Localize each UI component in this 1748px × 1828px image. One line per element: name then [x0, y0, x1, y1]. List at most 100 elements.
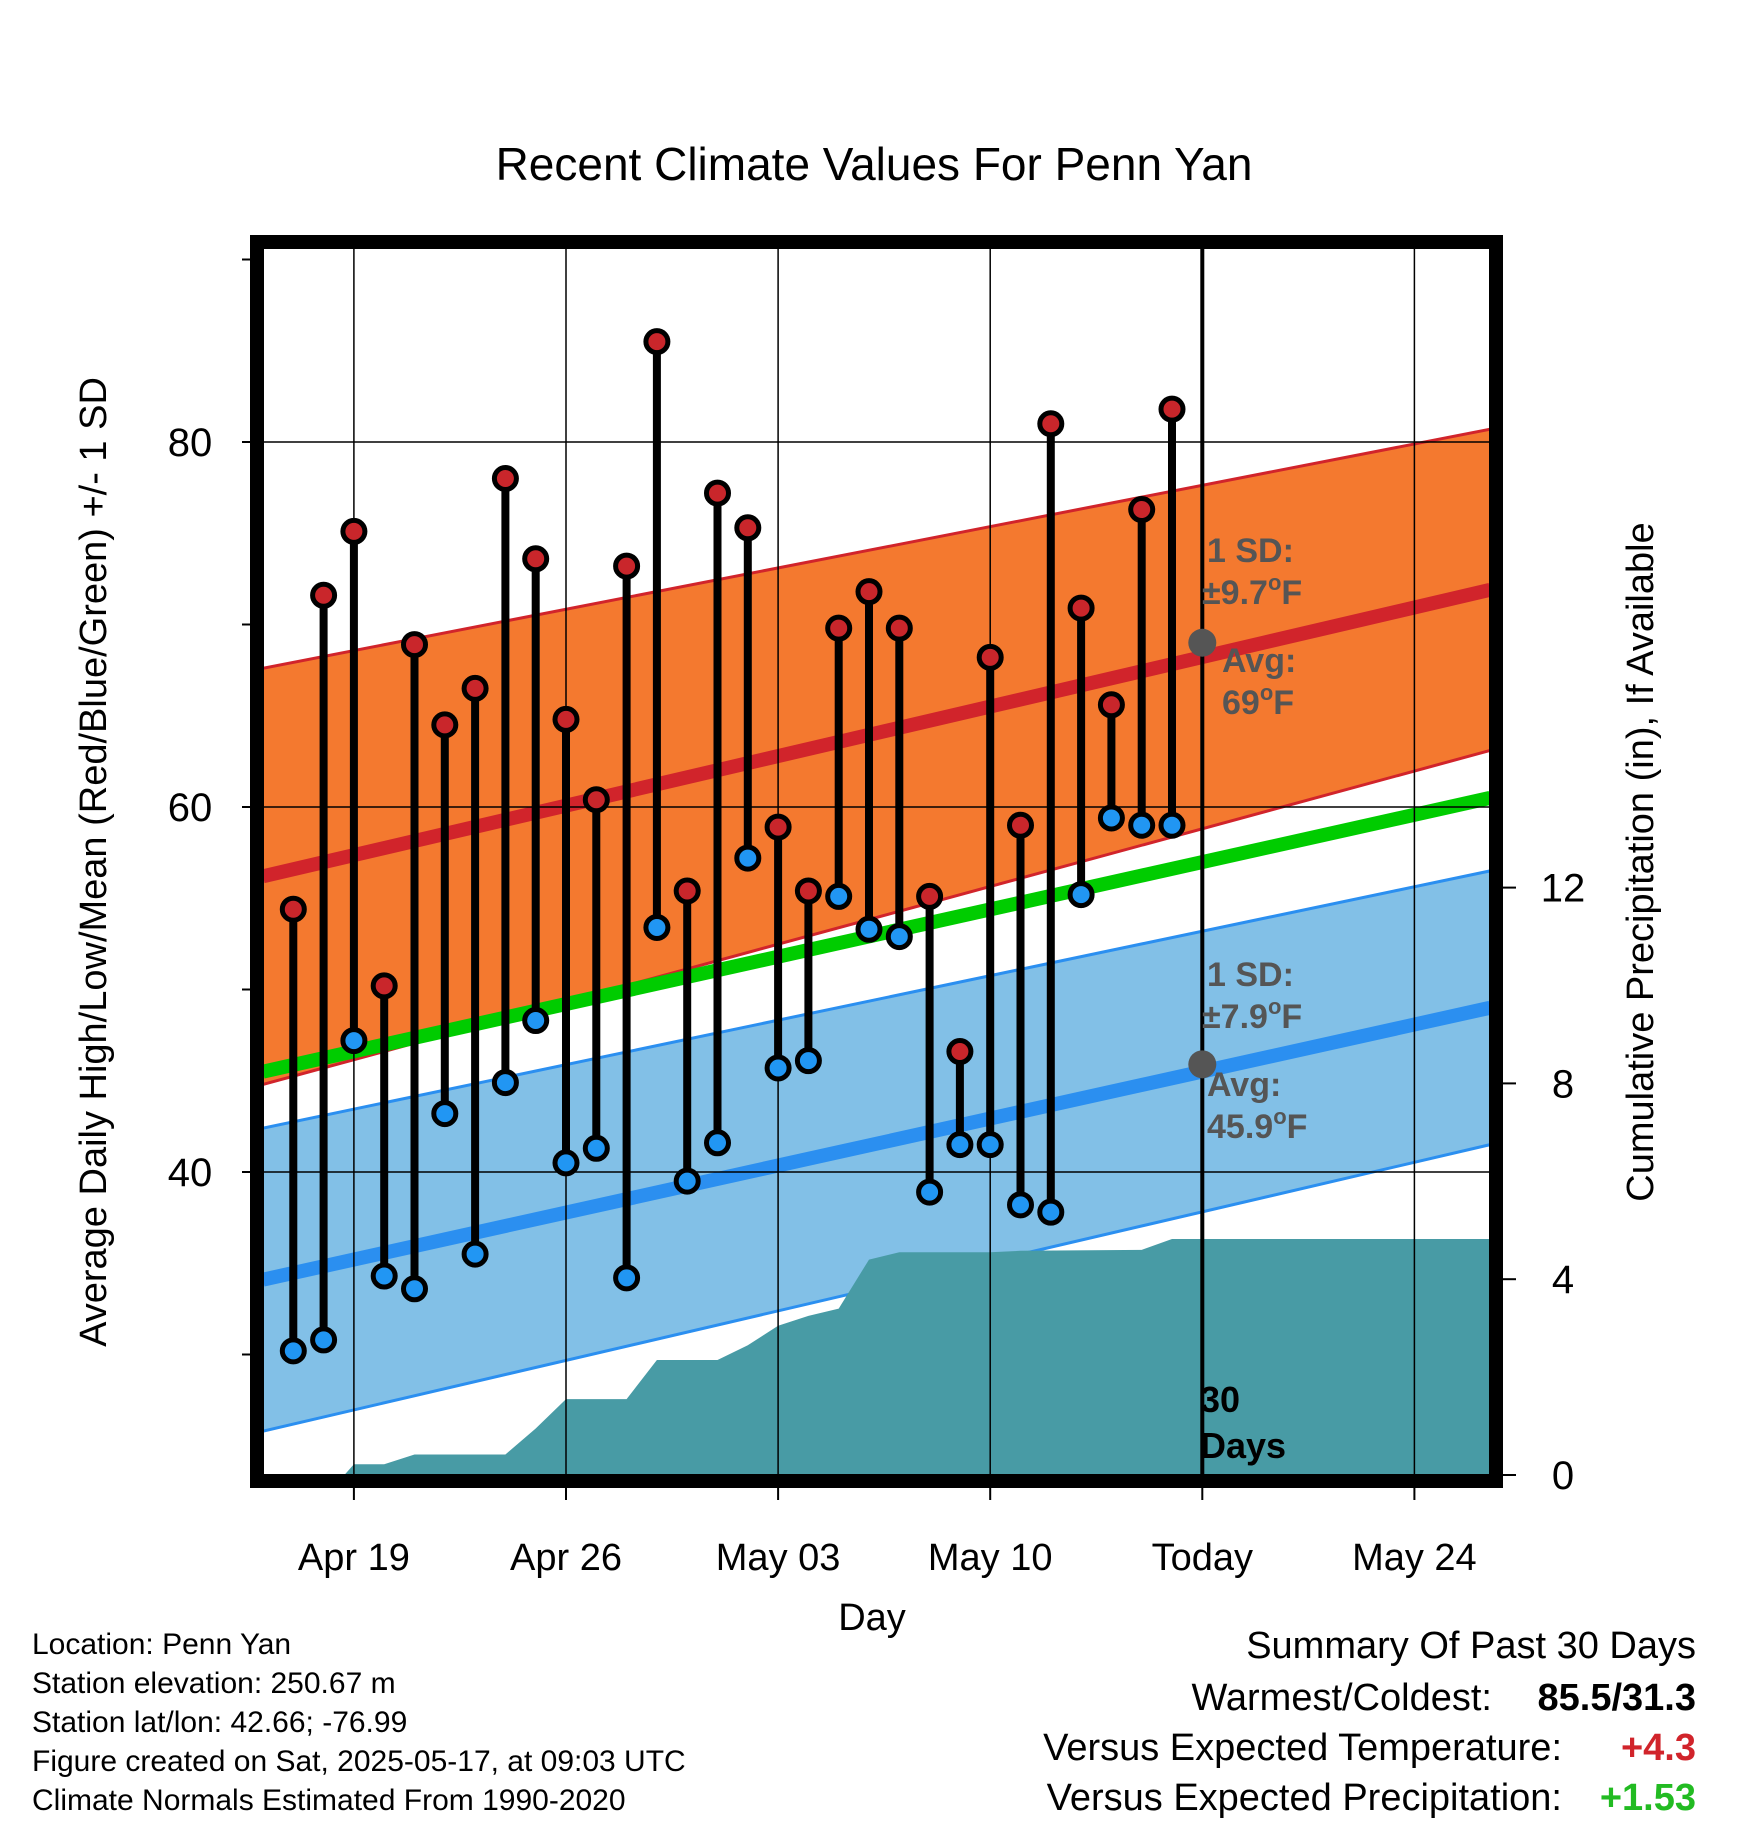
y-axis-label: Average Daily High/Low/Mean (Red/Blue/Gr…: [73, 377, 115, 1347]
plot-frame: [250, 235, 1503, 1488]
latlon-text: Station lat/lon: 42.66; -76.99: [32, 1706, 407, 1739]
high-point: [1007, 811, 1034, 839]
low-point: [431, 1100, 459, 1128]
high-point: [855, 578, 883, 606]
low-point: [885, 923, 913, 951]
low-avg-value: 45.9oF: [1207, 1104, 1307, 1146]
daily-stem: [582, 786, 610, 1162]
daily-stem: [279, 895, 307, 1365]
low-point: [401, 1275, 428, 1303]
temp-vs-expected-value: +4.3: [1621, 1727, 1696, 1769]
low-point: [1037, 1198, 1065, 1226]
high-point: [885, 614, 913, 642]
low-avg-label: Avg:: [1207, 1066, 1281, 1104]
created-text: Figure created on Sat, 2025-05-17, at 09…: [32, 1745, 686, 1778]
high-point: [310, 581, 338, 609]
daily-stem: [704, 479, 731, 1157]
low-point: [310, 1326, 338, 1354]
station-info: Location: Penn Yan Station elevation: 25…: [32, 1628, 686, 1817]
high-point: [370, 972, 398, 1000]
daily-stem: [552, 705, 580, 1177]
chart-title: Recent Climate Values For Penn Yan: [496, 138, 1253, 190]
daily-stem: [1007, 811, 1034, 1219]
high-point: [401, 631, 428, 659]
low-point: [370, 1262, 398, 1290]
high-point: [976, 643, 1004, 671]
warmest-coldest-value: 85.5/31.3: [1538, 1677, 1696, 1719]
x-tick-label: Today: [1152, 1537, 1253, 1579]
location-text: Location: Penn Yan: [32, 1628, 291, 1661]
high-sd-label: 1 SD:: [1207, 532, 1294, 570]
low-point: [643, 913, 671, 941]
daily-stem: [461, 674, 489, 1268]
left-y-axis: 40 60 80: [168, 258, 250, 1356]
low-point: [1067, 881, 1095, 909]
daily-stem: [1067, 594, 1095, 909]
daily-stem: [1158, 395, 1186, 839]
daily-stem: [340, 517, 368, 1055]
x-tick-label: May 24: [1352, 1537, 1477, 1579]
daily-stem: [764, 813, 792, 1082]
daily-temperature-stems: [279, 328, 1186, 1365]
normal-high-line: [263, 583, 1490, 884]
daily-stem: [734, 514, 762, 872]
low-sd-label: 1 SD:: [1207, 956, 1294, 994]
daily-stem: [1037, 410, 1065, 1226]
high-sd-value: ±9.7oF: [1202, 570, 1302, 612]
x-axis: Apr 19 Apr 26 May 03 May 10 Today May 24: [298, 1488, 1477, 1579]
daily-stem: [673, 877, 701, 1195]
elevation-text: Station elevation: 250.67 m: [32, 1667, 396, 1700]
today-low-avg-marker: [1188, 1050, 1217, 1079]
low-point: [461, 1240, 489, 1268]
low-point: [522, 1007, 550, 1035]
daily-stem: [431, 711, 459, 1128]
summary-panel: Summary Of Past 30 Days Warmest/Coldest:…: [1043, 1625, 1696, 1819]
low-point: [673, 1167, 701, 1195]
precip-vs-expected-value: +1.53: [1600, 1777, 1696, 1819]
high-sd-annotation: 1 SD: ±9.7oF Avg: 69oF: [1202, 532, 1302, 722]
high-point: [946, 1038, 974, 1066]
daily-stem: [491, 465, 519, 1097]
high-point: [461, 674, 489, 702]
low-point: [794, 1047, 822, 1075]
x-axis-label: Day: [838, 1597, 906, 1639]
low-point: [1128, 811, 1156, 839]
high-point: [704, 479, 731, 507]
y-tick-label: 40: [168, 1151, 213, 1195]
low-point: [704, 1129, 731, 1157]
low-point: [855, 915, 883, 943]
today-days-label: Days: [1200, 1425, 1286, 1466]
y2-tick-label: 4: [1552, 1258, 1574, 1302]
high-point: [1097, 691, 1125, 719]
low-point: [916, 1178, 944, 1206]
high-point: [1067, 594, 1095, 622]
high-sd-band-upper-edge: [263, 427, 1490, 670]
low-point: [279, 1337, 307, 1365]
low-point: [340, 1027, 368, 1055]
high-point: [613, 552, 641, 580]
right-y-axis: 0 4 8 12: [1503, 867, 1585, 1498]
temp-vs-expected-label: Versus Expected Temperature:: [1043, 1727, 1562, 1769]
low-point: [825, 882, 853, 910]
high-point: [734, 514, 762, 542]
daily-stem: [1128, 496, 1156, 839]
high-point: [582, 786, 610, 814]
low-point: [946, 1131, 974, 1159]
low-point: [764, 1054, 792, 1082]
high-point: [522, 545, 550, 573]
low-sd-annotation: 1 SD: ±7.9oF Avg: 45.9oF: [1202, 956, 1307, 1146]
high-point: [764, 813, 792, 841]
low-sd-value: ±7.9oF: [1202, 994, 1302, 1036]
high-point: [643, 328, 671, 356]
low-point: [491, 1069, 519, 1097]
summary-title: Summary Of Past 30 Days: [1246, 1625, 1696, 1667]
high-point: [673, 877, 701, 905]
high-avg-label: Avg:: [1222, 642, 1296, 680]
daily-stem: [401, 631, 428, 1303]
cumulative-precip-area: [293, 1239, 1490, 1475]
y2-tick-label: 0: [1552, 1454, 1574, 1498]
high-point: [825, 614, 853, 642]
high-point: [1158, 395, 1186, 423]
high-point: [279, 895, 307, 923]
daily-stem: [613, 552, 641, 1292]
